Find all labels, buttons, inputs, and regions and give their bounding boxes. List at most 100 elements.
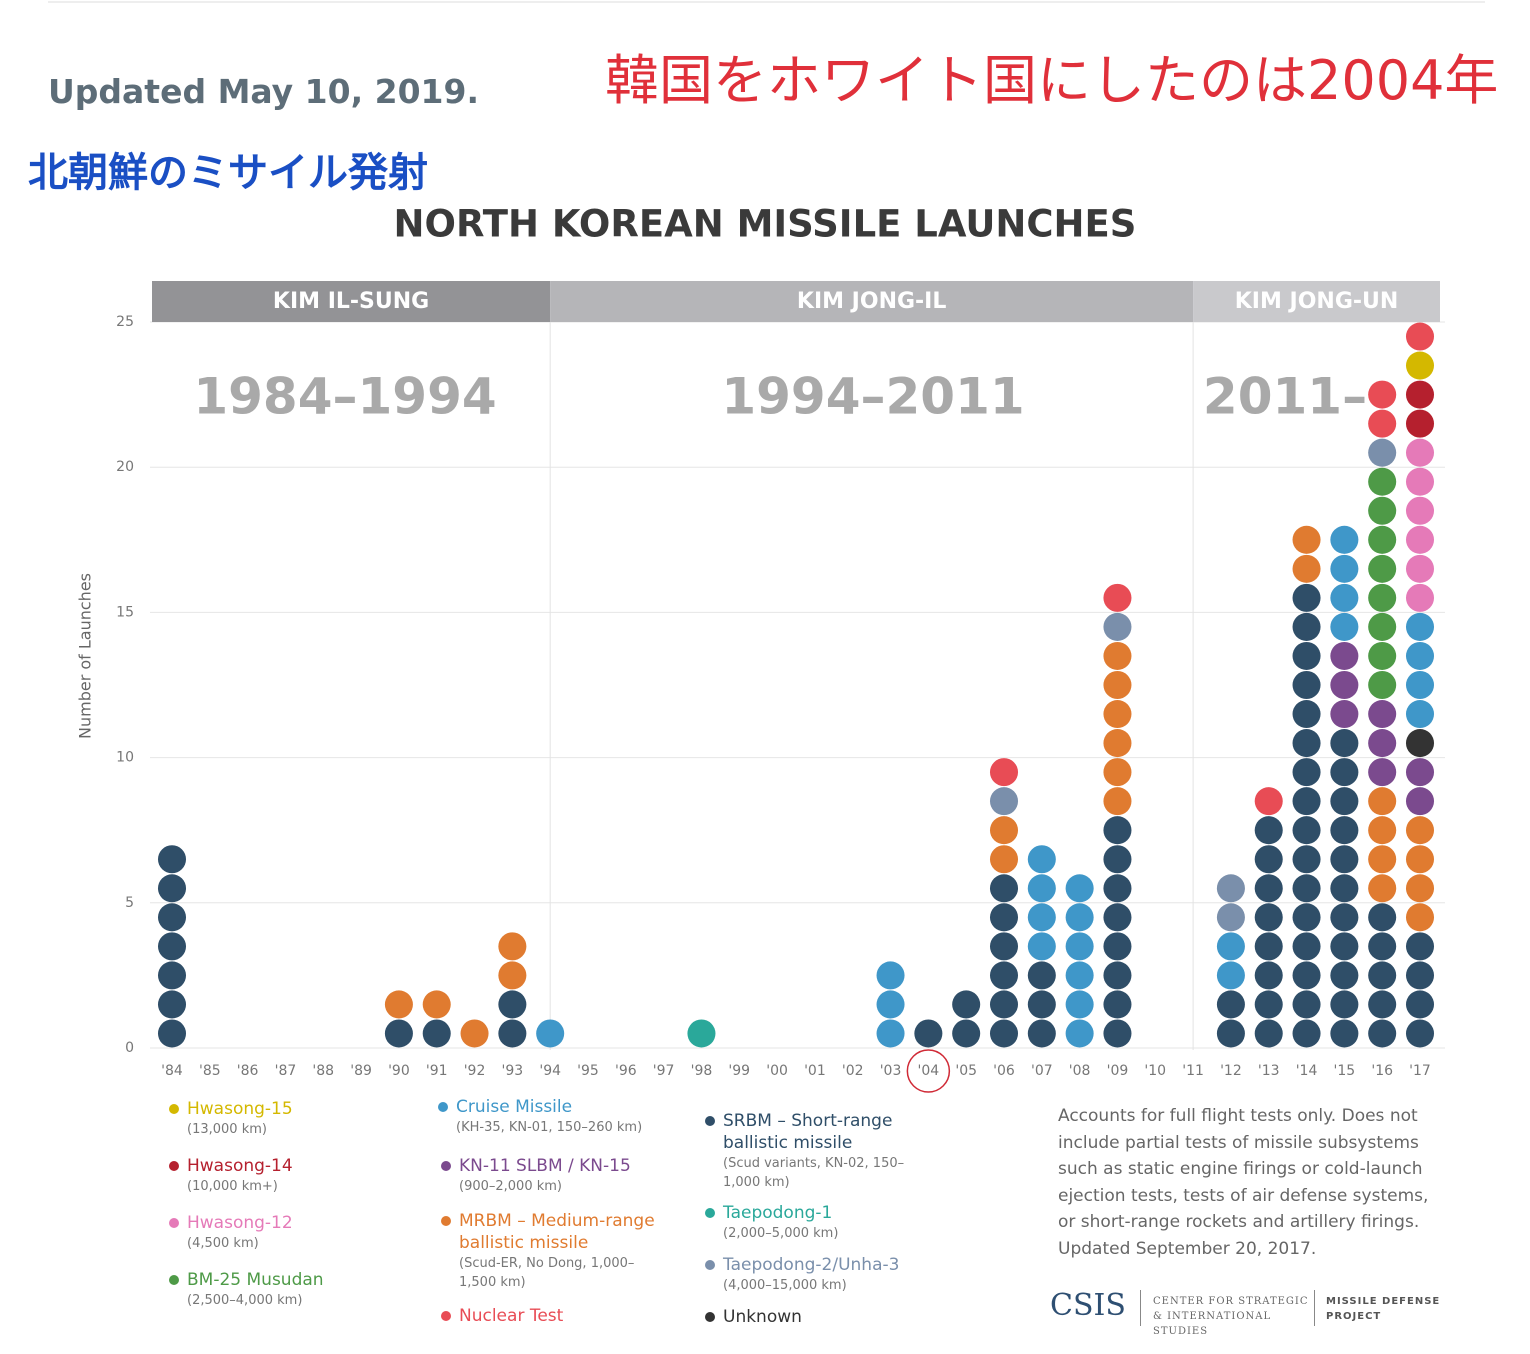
launch-dot <box>1103 700 1132 729</box>
dot-stack <box>1368 438 1397 467</box>
launch-dot <box>1405 670 1435 700</box>
era-years: 2011– <box>1203 368 1367 426</box>
dot-stack <box>989 816 1019 874</box>
launch-dot <box>1405 467 1435 496</box>
dot-stack <box>422 1019 451 1048</box>
launch-dot <box>498 932 527 961</box>
launch-dot <box>1027 903 1056 932</box>
dot-stack <box>1330 525 1359 641</box>
launch-dot <box>1368 874 1397 903</box>
launch-dot <box>498 961 527 990</box>
launch-dot <box>989 1019 1019 1048</box>
y-tick-label: 25 <box>116 314 134 330</box>
launch-dot <box>1103 729 1132 758</box>
launch-dot <box>1405 758 1435 787</box>
launch-dot <box>1103 758 1132 787</box>
dot-stack <box>1103 816 1132 1048</box>
launch-dot <box>1405 845 1435 874</box>
launch-dot <box>1405 409 1435 438</box>
launch-dot <box>460 1019 489 1048</box>
dot-stack <box>460 1019 489 1048</box>
launch-dot <box>1405 380 1435 409</box>
launch-dot <box>1065 990 1094 1019</box>
legend-label: Cruise Missile <box>456 1097 573 1117</box>
annotation-jp: 韓国をホワイト国にしたのは2004年 <box>605 49 1499 112</box>
launch-dot <box>1405 322 1435 351</box>
dot-stack <box>157 845 187 1048</box>
dot-stack <box>1405 758 1435 816</box>
dot-stack <box>1216 990 1245 1048</box>
launch-dot <box>1368 467 1397 496</box>
launch-dot <box>1216 961 1245 990</box>
legend-dot <box>169 1218 179 1228</box>
launch-dot <box>1405 816 1435 845</box>
legend-dot <box>705 1260 715 1270</box>
legend-detail: (13,000 km) <box>187 1122 267 1137</box>
launch-dot <box>1103 612 1132 641</box>
dot-stack <box>498 932 527 990</box>
launch-dot <box>1405 438 1435 467</box>
dot-stack <box>1216 874 1245 932</box>
launch-dot <box>1330 903 1359 932</box>
dot-stack <box>384 990 413 1019</box>
launch-dot <box>498 990 527 1019</box>
legend-item: Nuclear Test <box>441 1305 659 1327</box>
dot-stack <box>1292 525 1321 583</box>
legend-item: MRBM – Medium-range ballistic missile (Sc… <box>441 1210 669 1292</box>
legend-label: Unknown <box>723 1307 802 1327</box>
launch-dot <box>1330 874 1359 903</box>
y-tick-label: 10 <box>116 750 134 766</box>
dot-stack <box>1103 641 1132 816</box>
launch-dot <box>1330 758 1359 787</box>
launch-dot <box>1292 525 1321 554</box>
dot-stack <box>989 787 1019 816</box>
launch-dot <box>1405 554 1435 583</box>
dot-stack <box>1405 380 1435 438</box>
era-band <box>550 281 1194 322</box>
legend-dot <box>705 1312 715 1322</box>
launch-dot <box>1368 554 1397 583</box>
launch-dot <box>1368 787 1397 816</box>
legend-dot <box>438 1102 448 1112</box>
launch-dot <box>384 1019 413 1048</box>
launch-dot <box>1330 700 1359 729</box>
launch-dot <box>1368 932 1397 961</box>
launch-dot <box>1292 816 1321 845</box>
legend-detail: (4,500 km) <box>187 1236 259 1251</box>
x-tick-label: '16 <box>1371 1063 1393 1079</box>
y-tick-label: 5 <box>125 895 134 911</box>
x-tick-label: '09 <box>1107 1063 1129 1079</box>
launch-dot <box>1027 1019 1056 1048</box>
launch-dot <box>1292 641 1321 670</box>
launch-dot <box>1103 816 1132 845</box>
launch-dot <box>1368 903 1397 932</box>
legend-label: BM-25 Musudan <box>187 1270 324 1290</box>
launch-dot <box>1103 903 1132 932</box>
dot-stack <box>1405 729 1435 758</box>
legend-label: Hwasong-14 <box>187 1156 293 1176</box>
dot-stack <box>1330 641 1359 729</box>
launch-dot <box>1065 874 1094 903</box>
launch-dot <box>1405 787 1435 816</box>
logo-project: MISSILE DEFENSE PROJECT <box>1326 1296 1441 1322</box>
dot-stack <box>1405 322 1435 351</box>
x-tick-label: '93 <box>502 1063 524 1079</box>
launch-dot <box>1292 787 1321 816</box>
launch-dot <box>989 932 1019 961</box>
launch-dot <box>989 990 1019 1019</box>
launch-dot <box>157 990 187 1019</box>
legend-item: BM-25 Musudan (2,500–4,000 km) <box>169 1269 387 1310</box>
dot-stack <box>1330 729 1359 1048</box>
launch-dot <box>1330 554 1359 583</box>
x-tick-label: '92 <box>464 1063 486 1079</box>
legend-detail: (KH-35, KN-01, 150–260 km) <box>456 1120 643 1135</box>
x-tick-label: '98 <box>691 1063 713 1079</box>
launch-dot <box>1216 990 1245 1019</box>
dot-stack <box>1027 961 1056 1048</box>
highlight-ring <box>906 1049 951 1093</box>
legend-detail: (10,000 km+) <box>187 1179 278 1194</box>
x-tick-label: '08 <box>1069 1063 1091 1079</box>
logo-org: CENTER FOR STRATEGIC & INTERNATIONAL STU… <box>1153 1296 1309 1337</box>
